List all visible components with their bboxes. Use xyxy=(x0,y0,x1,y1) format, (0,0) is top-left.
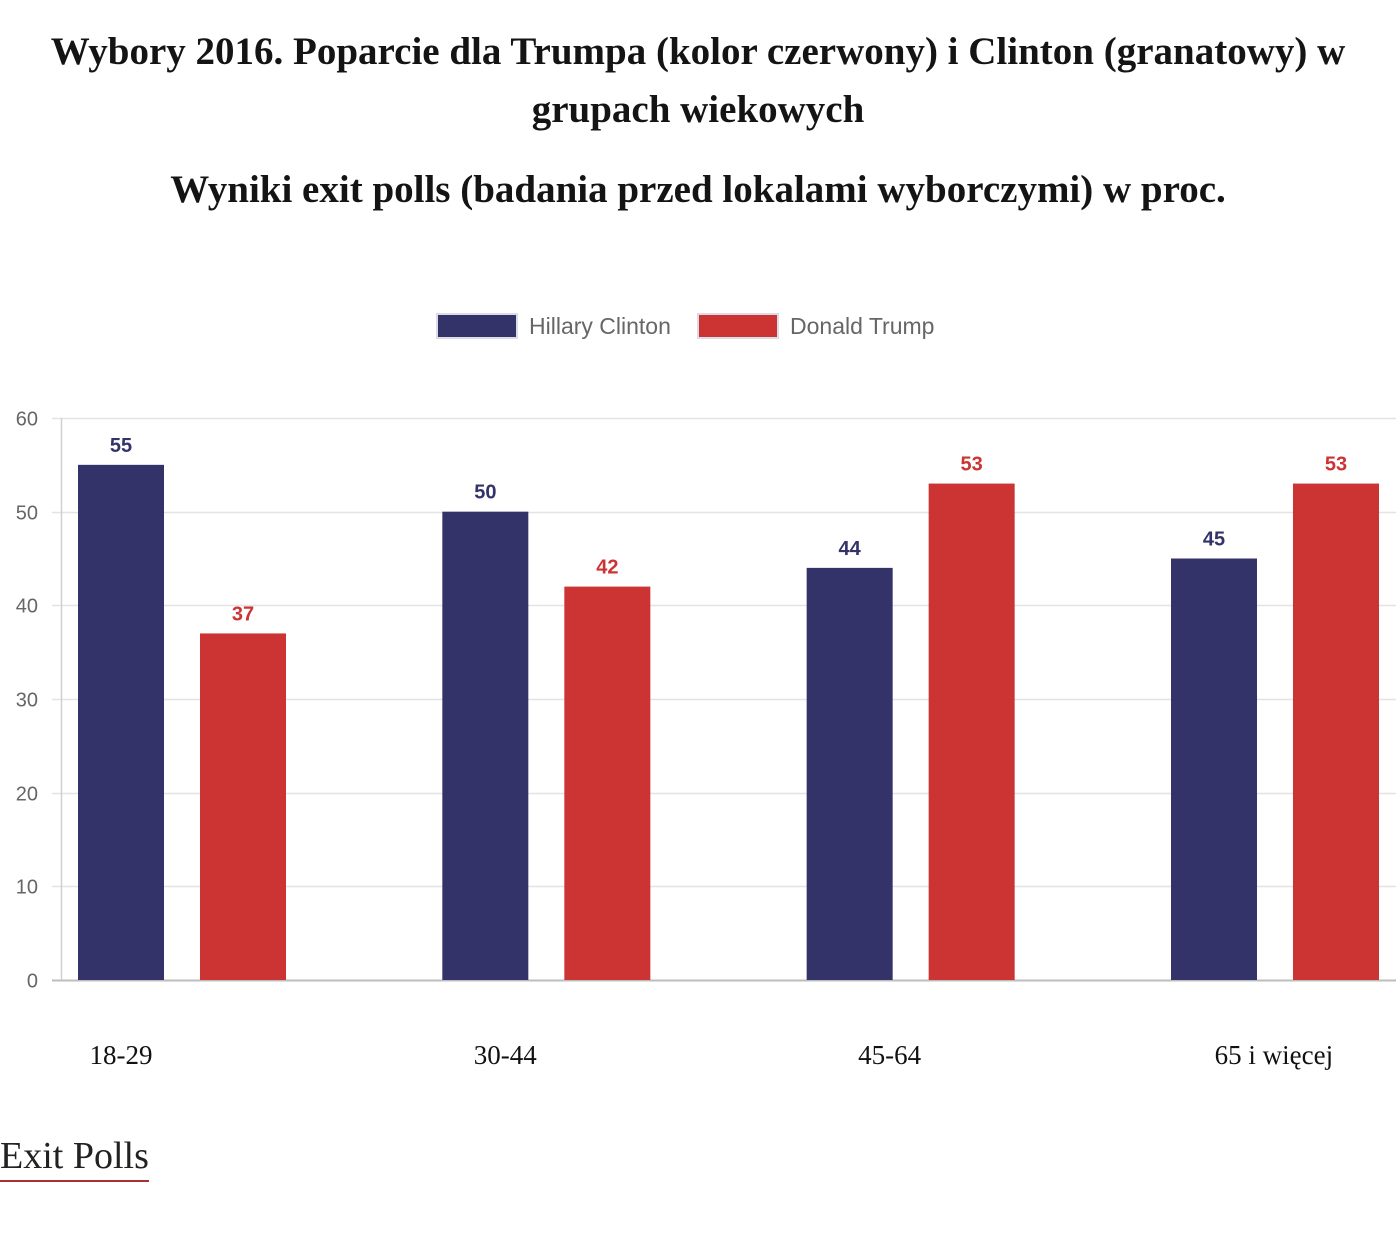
bar-donald-trump-group-2 xyxy=(564,586,651,980)
y-tick-label-0: 0 xyxy=(27,971,38,993)
y-tick-label-40: 40 xyxy=(16,596,38,618)
y-tick-label-10: 10 xyxy=(16,877,38,899)
bar-donald-trump-group-4 xyxy=(1292,483,1379,980)
data-label-donald-trump-group-3: 53 xyxy=(961,454,983,476)
legend-label-hillary-clinton: Hillary Clinton xyxy=(529,313,671,339)
chart-title: Wybory 2016. Poparcie dla Trumpa (kolor … xyxy=(50,30,1346,131)
bar-hillary-clinton-group-1 xyxy=(78,464,164,980)
x-category-label-1: 18-29 xyxy=(90,1040,153,1070)
x-category-label-3: 45-64 xyxy=(858,1040,921,1070)
y-tick-label-30: 30 xyxy=(16,690,38,712)
data-label-hillary-clinton-group-3: 44 xyxy=(839,538,862,560)
data-label-hillary-clinton-group-4: 45 xyxy=(1203,529,1225,551)
data-label-donald-trump-group-1: 37 xyxy=(232,603,254,625)
legend-label-donald-trump: Donald Trump xyxy=(790,313,935,339)
bar-hillary-clinton-group-2 xyxy=(442,511,529,980)
data-label-donald-trump-group-2: 42 xyxy=(596,557,618,579)
bar-donald-trump-group-1 xyxy=(200,633,286,980)
exit-polls-link[interactable]: Exit Polls xyxy=(0,1132,149,1182)
legend-item-hillary-clinton[interactable]: Hillary Clinton xyxy=(436,312,671,340)
y-tick-label-60: 60 xyxy=(16,409,38,431)
data-label-hillary-clinton-group-2: 50 xyxy=(474,482,496,504)
bar-chart: 0 10 20 30 40 50 60 55 37 18-29 50 42 30-44 44 53 45-64… xyxy=(16,409,1396,1070)
data-label-donald-trump-group-4: 53 xyxy=(1325,454,1347,476)
bar-hillary-clinton-group-3 xyxy=(806,567,893,980)
bar-hillary-clinton-group-4 xyxy=(1170,558,1257,980)
legend-item-donald-trump[interactable]: Donald Trump xyxy=(697,312,934,340)
y-tick-label-50: 50 xyxy=(16,503,38,525)
data-label-hillary-clinton-group-1: 55 xyxy=(110,435,132,457)
y-tick-label-20: 20 xyxy=(16,784,38,806)
x-category-label-4: 65 i więcej xyxy=(1215,1040,1333,1070)
chart-subtitle: Wyniki exit polls (badania przed lokalam… xyxy=(170,168,1226,211)
legend-swatch-donald-trump xyxy=(697,313,779,339)
legend-swatch-hillary-clinton xyxy=(436,313,518,339)
bar-donald-trump-group-3 xyxy=(928,483,1015,980)
x-category-label-2: 30-44 xyxy=(474,1040,537,1070)
